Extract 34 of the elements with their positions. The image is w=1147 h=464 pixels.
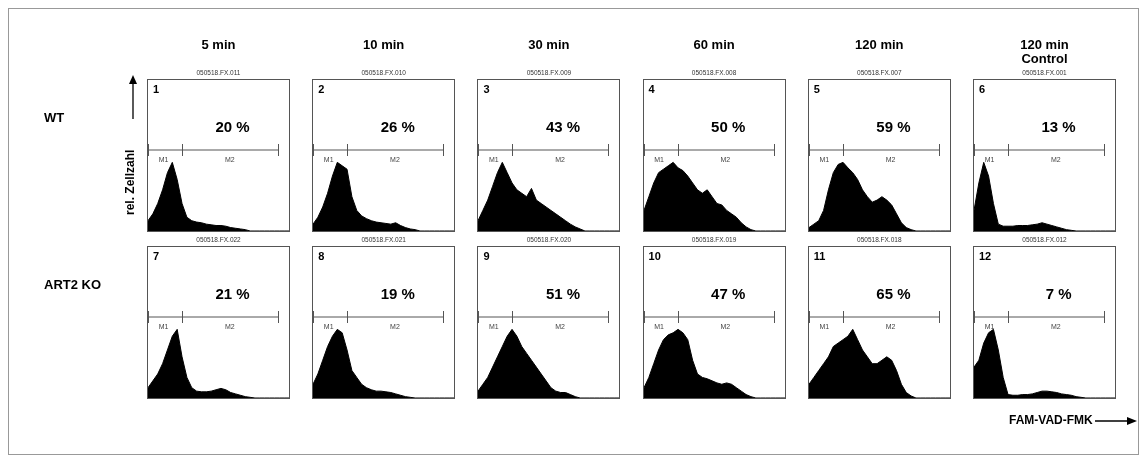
text: 51 % — [545, 285, 581, 302]
text: 50 % — [711, 118, 746, 135]
text: 4 — [648, 83, 655, 95]
chart-title: 10 min — [362, 37, 406, 52]
text: 47 % — [711, 285, 746, 302]
text: 7 — [153, 250, 160, 262]
text: ART2 KO — [44, 277, 102, 292]
text: 43 % — [545, 118, 581, 135]
text: 19 % — [380, 285, 415, 302]
chart-title: 30 min — [527, 37, 571, 52]
text: 1 — [153, 83, 160, 95]
text: 3 — [483, 83, 490, 95]
text: 12 — [979, 250, 992, 262]
text: 6 — [979, 83, 986, 95]
text: 65 % — [876, 285, 911, 302]
chart-title: 60 min — [692, 37, 736, 52]
text: 20 % — [215, 118, 250, 135]
chart-title: 120 min — [854, 37, 905, 52]
text: 9 — [483, 250, 490, 262]
y-axis-title: rel. Zellzahl — [123, 149, 137, 215]
chart-title: 5 min — [200, 37, 237, 52]
text: 59 % — [876, 118, 911, 135]
text: 2 — [318, 83, 325, 95]
text: 26 % — [380, 118, 415, 135]
text: 13 % — [1041, 118, 1076, 135]
text: 5 — [813, 83, 820, 95]
text: 10 — [648, 250, 661, 262]
text: 21 % — [215, 285, 250, 302]
x-axis-title: FAM-VAD-FMK — [1009, 413, 1093, 427]
chart-title: 120 min Control — [1019, 37, 1070, 66]
text: 7 % — [1045, 285, 1072, 302]
text: WT — [44, 110, 65, 125]
text: 8 — [318, 250, 325, 262]
text: 11 — [813, 250, 826, 262]
